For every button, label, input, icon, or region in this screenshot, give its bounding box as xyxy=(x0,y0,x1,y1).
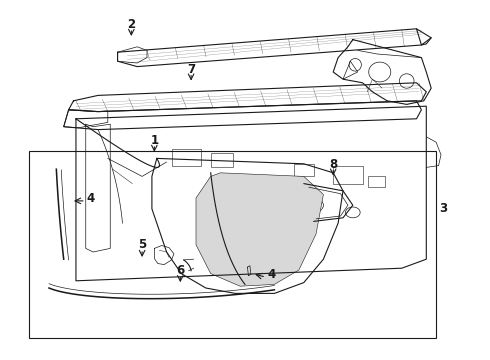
Text: 2: 2 xyxy=(127,18,135,31)
Text: 1: 1 xyxy=(150,134,158,147)
Bar xyxy=(211,153,233,167)
Text: 7: 7 xyxy=(187,63,195,76)
Bar xyxy=(294,164,314,176)
Text: 8: 8 xyxy=(329,158,337,171)
Text: 6: 6 xyxy=(176,264,184,277)
Text: 3: 3 xyxy=(440,202,447,215)
Bar xyxy=(29,151,436,338)
Bar xyxy=(172,149,201,166)
Bar xyxy=(333,166,363,184)
Text: 5: 5 xyxy=(138,238,146,251)
Polygon shape xyxy=(196,173,323,286)
Text: 4: 4 xyxy=(268,268,276,281)
Bar xyxy=(368,176,385,187)
Text: 4: 4 xyxy=(87,192,95,204)
